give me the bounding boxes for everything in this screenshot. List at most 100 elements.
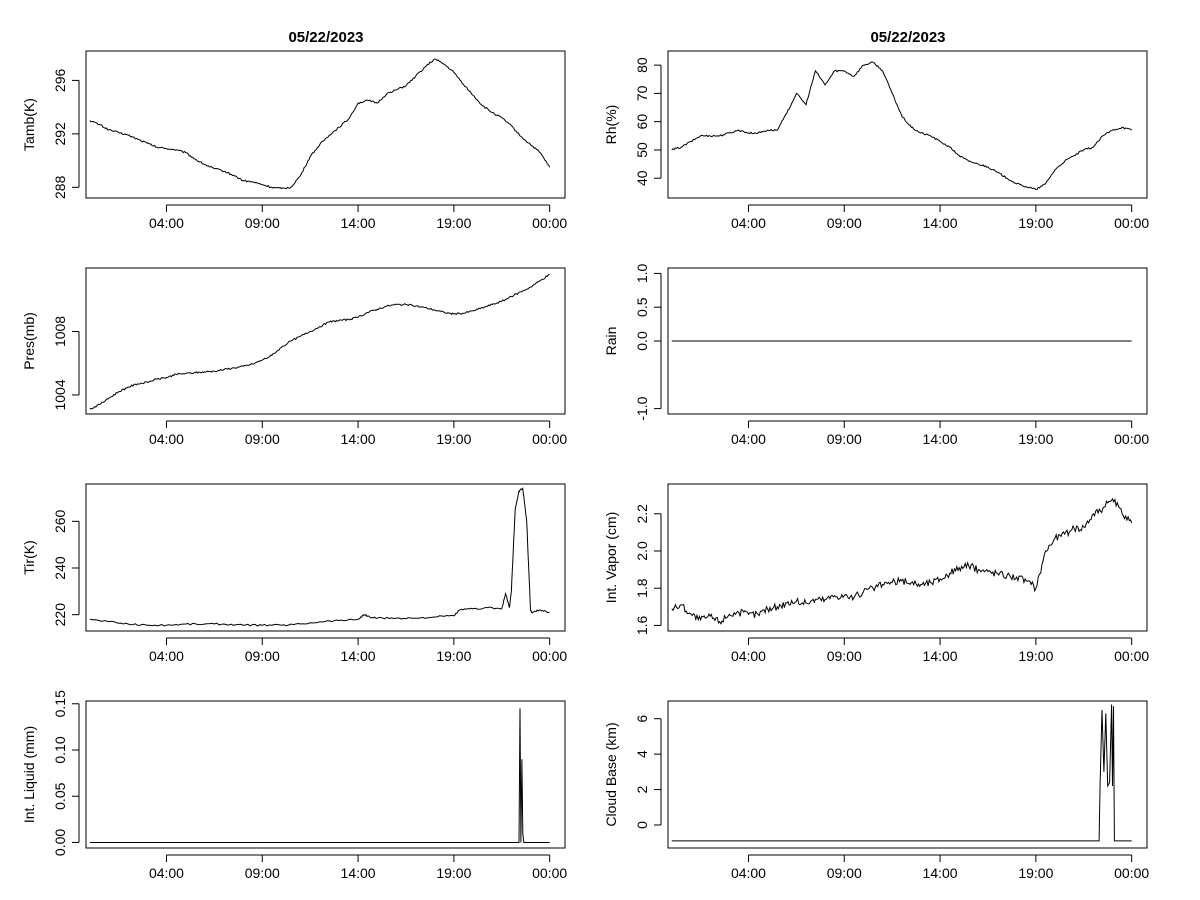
x-tick-label: 19:00	[436, 865, 471, 881]
y-axis-label: Pres(mb)	[21, 312, 37, 370]
y-tick-label: 1.0	[634, 263, 650, 283]
x-tick-label: 00:00	[532, 215, 567, 231]
plot-frame	[85, 483, 566, 632]
x-tick-label: 09:00	[827, 865, 862, 881]
y-tick-label: 6	[634, 715, 650, 723]
x-tick-label: 14:00	[923, 215, 958, 231]
x-tick-label: 00:00	[532, 648, 567, 664]
y-tick-label: 260	[52, 509, 68, 533]
y-tick-label: -1.0	[634, 396, 650, 420]
series-line	[89, 708, 550, 843]
y-axis-label: Int. Vapor (cm)	[603, 512, 619, 604]
x-tick-label: 14:00	[923, 648, 958, 664]
x-tick-label: 09:00	[245, 865, 280, 881]
y-tick-label: 1008	[52, 316, 68, 347]
y-tick-label: 2.2	[634, 504, 650, 524]
x-tick-label: 00:00	[1114, 431, 1149, 447]
y-tick-label: 0.5	[634, 297, 650, 317]
y-axis-label: Tamb(K)	[21, 98, 37, 151]
x-tick-label: 00:00	[532, 431, 567, 447]
y-axis-label: Int. Liquid (mm)	[21, 726, 37, 823]
y-tick-label: 1.8	[634, 578, 650, 598]
left-column-title: 05/22/2023	[288, 29, 363, 46]
y-tick-label: 70	[634, 85, 650, 101]
x-tick-label: 14:00	[341, 215, 376, 231]
y-tick-label: 292	[52, 122, 68, 146]
plot-frame	[667, 700, 1148, 849]
panel-3: 04:00 09:00 14:00 19:00 00:00 1004 1008 Pres(mb…	[21, 267, 567, 447]
y-tick-label: 60	[634, 114, 650, 130]
y-tick-label: 0.05	[52, 782, 68, 809]
y-axis-label: Rh(%)	[603, 105, 619, 145]
x-tick-label: 04:00	[731, 431, 766, 447]
series-line	[89, 273, 550, 410]
y-tick-label: 2	[634, 785, 650, 793]
x-tick-label: 04:00	[731, 865, 766, 881]
panel-4: 04:00 09:00 14:00 19:00 00:00 -1.0 0.0 0.5 1.0 Ra…	[603, 263, 1149, 447]
plot-frame	[667, 483, 1148, 632]
x-tick-label: 04:00	[731, 215, 766, 231]
y-tick-label: 220	[52, 603, 68, 627]
y-tick-label: 40	[634, 170, 650, 186]
y-tick-label: 50	[634, 142, 650, 158]
x-tick-label: 14:00	[341, 865, 376, 881]
x-tick-label: 00:00	[1114, 215, 1149, 231]
y-tick-label: 1.6	[634, 615, 650, 635]
panel-1: 04:00 09:00 14:00 19:00 00:00 288 292 296 Tamb(K…	[21, 50, 567, 231]
x-tick-label: 14:00	[923, 431, 958, 447]
series-line	[89, 58, 551, 190]
x-tick-label: 19:00	[1018, 431, 1053, 447]
x-tick-label: 19:00	[1018, 865, 1053, 881]
x-tick-label: 09:00	[245, 431, 280, 447]
panel-8: 04:00 09:00 14:00 19:00 00:00 0 2 4 6 Cloud Base …	[603, 700, 1149, 881]
x-tick-label: 00:00	[532, 865, 567, 881]
x-tick-label: 14:00	[341, 431, 376, 447]
series-line	[671, 704, 1132, 842]
plot-frame	[667, 267, 1148, 415]
plot-frame	[85, 50, 566, 199]
y-tick-label: 288	[52, 175, 68, 199]
x-tick-label: 04:00	[149, 648, 184, 664]
x-tick-label: 19:00	[436, 431, 471, 447]
x-tick-label: 09:00	[827, 648, 862, 664]
plot-frame	[85, 700, 566, 849]
y-tick-label: 0	[634, 821, 650, 829]
x-tick-label: 00:00	[1114, 648, 1149, 664]
x-tick-label: 19:00	[436, 215, 471, 231]
x-tick-label: 04:00	[149, 215, 184, 231]
x-tick-label: 09:00	[827, 431, 862, 447]
y-tick-label: 0.00	[52, 829, 68, 856]
y-tick-label: 4	[634, 750, 650, 758]
panel-2: 04:00 09:00 14:00 19:00 00:00 40 50 60 70 80 Rh(%)	[603, 50, 1149, 231]
series-line	[671, 497, 1133, 625]
x-tick-label: 09:00	[245, 648, 280, 664]
x-tick-label: 09:00	[245, 215, 280, 231]
y-tick-label: 80	[634, 57, 650, 73]
series-line	[671, 61, 1133, 191]
series-line	[89, 486, 550, 627]
y-tick-label: 240	[52, 556, 68, 580]
x-tick-label: 00:00	[1114, 865, 1149, 881]
plot-frame	[85, 267, 566, 415]
panel-5: 04:00 09:00 14:00 19:00 00:00 220 240 260 Tir(K)	[21, 483, 567, 664]
right-column-title: 05/22/2023	[870, 29, 945, 46]
x-tick-label: 04:00	[149, 865, 184, 881]
y-tick-label: 296	[52, 69, 68, 93]
panels-group: 04:00 09:00 14:00 19:00 00:00 288 292 296 Tamb(K…	[21, 50, 1149, 881]
x-tick-label: 04:00	[731, 648, 766, 664]
y-tick-label: 0.10	[52, 736, 68, 763]
x-tick-label: 19:00	[436, 648, 471, 664]
x-tick-label: 19:00	[1018, 648, 1053, 664]
y-tick-label: 0.0	[634, 331, 650, 351]
x-tick-label: 19:00	[1018, 215, 1053, 231]
plot-frame	[667, 50, 1148, 199]
y-tick-label: 0.15	[52, 690, 68, 717]
y-tick-label: 1004	[52, 379, 68, 410]
x-tick-label: 04:00	[149, 431, 184, 447]
y-tick-label: 2.0	[634, 541, 650, 561]
y-axis-label: Rain	[603, 327, 619, 356]
x-tick-label: 14:00	[923, 865, 958, 881]
panel-6: 04:00 09:00 14:00 19:00 00:00 1.6 1.8 2.0 2.2 Int…	[603, 483, 1149, 664]
